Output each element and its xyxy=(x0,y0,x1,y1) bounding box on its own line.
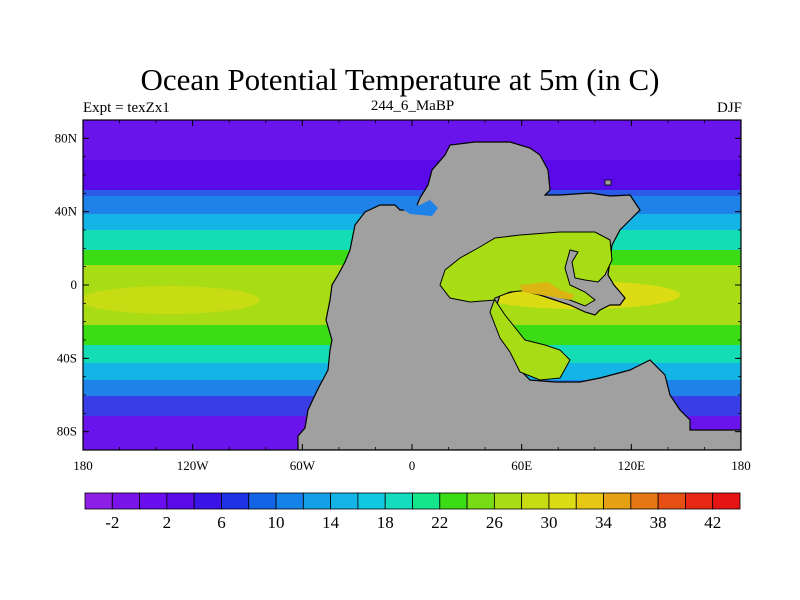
lat-tick-label: 80S xyxy=(57,424,77,439)
colorbar-swatch xyxy=(357,492,386,510)
colorbar-swatch xyxy=(439,492,468,510)
colorbar-label: 22 xyxy=(431,513,448,532)
colorbar-swatch xyxy=(575,492,604,510)
colorbar-label: 14 xyxy=(322,513,340,532)
colorbar-swatch xyxy=(412,492,441,510)
lon-tick-label: 60W xyxy=(290,458,316,473)
colorbar-label: 42 xyxy=(704,513,721,532)
lat-tick-label: 40S xyxy=(57,350,77,365)
colorbar-swatch xyxy=(193,492,222,510)
colorbar-label: -2 xyxy=(105,513,119,532)
warm-pool-west xyxy=(83,286,260,314)
colorbar-swatch xyxy=(548,492,577,510)
island-north xyxy=(604,179,612,186)
colorbar-label: 18 xyxy=(377,513,394,532)
colorbar-swatch xyxy=(248,492,277,510)
colorbar-label: 30 xyxy=(540,513,557,532)
lon-tick-label: 120W xyxy=(177,458,210,473)
age-label: 244_6_MaBP xyxy=(370,98,455,114)
axis-ticks: 80N 40N 0 40S 80S 180 120W 60W 0 60E 120E 180 xyxy=(55,119,751,473)
colorbar-swatch xyxy=(84,492,113,510)
lat-tick-label: 80N xyxy=(55,130,78,145)
colorbar-swatch xyxy=(166,492,195,510)
tethys-ocean xyxy=(439,231,613,381)
tethys-warm-patch xyxy=(520,282,575,300)
colorbar-swatch xyxy=(630,492,659,510)
lon-tick-label: 60E xyxy=(511,458,532,473)
colorbar-swatch xyxy=(139,492,168,510)
colorbar-swatch xyxy=(330,492,359,510)
colorbar-label: 34 xyxy=(595,513,613,532)
colorbar-label: 6 xyxy=(217,513,226,532)
polar-gulf xyxy=(398,200,438,216)
band-polar-north xyxy=(83,120,741,160)
colorbar-swatch xyxy=(603,492,632,510)
colorbar-swatch xyxy=(275,492,304,510)
map-title: Ocean Potential Temperature at 5m (in C) xyxy=(140,62,660,97)
season-label: DJF xyxy=(716,100,742,116)
lon-tick-label: 180 xyxy=(731,458,751,473)
colorbar-swatch xyxy=(111,492,140,510)
lon-tick-label: 120E xyxy=(618,458,646,473)
colorbar-label: 38 xyxy=(650,513,667,532)
colorbar-swatch xyxy=(657,492,686,510)
colorbar-label: 10 xyxy=(268,513,285,532)
colorbar-swatch xyxy=(302,492,332,510)
colorbar: -2 2 6 10 14 18 22 26 30 34 38 42 xyxy=(84,492,741,532)
land-pangaea xyxy=(297,141,741,450)
colorbar-swatch xyxy=(221,492,250,510)
colorbar-swatch xyxy=(466,492,495,510)
temperature-field xyxy=(83,120,741,450)
colorbar-swatch xyxy=(384,492,413,510)
band-north-high xyxy=(83,160,741,190)
lat-tick-label: 0 xyxy=(71,277,78,292)
colorbar-label: 26 xyxy=(486,513,503,532)
lon-tick-label: 0 xyxy=(409,458,416,473)
experiment-label: Expt = texZx1 xyxy=(83,100,170,116)
colorbar-label: 2 xyxy=(163,513,172,532)
colorbar-swatch xyxy=(712,492,741,510)
colorbar-swatch xyxy=(521,492,550,510)
lat-tick-label: 40N xyxy=(55,204,78,219)
colorbar-swatch xyxy=(493,492,523,510)
lon-tick-label: 180 xyxy=(73,458,93,473)
colorbar-swatch xyxy=(685,492,714,510)
